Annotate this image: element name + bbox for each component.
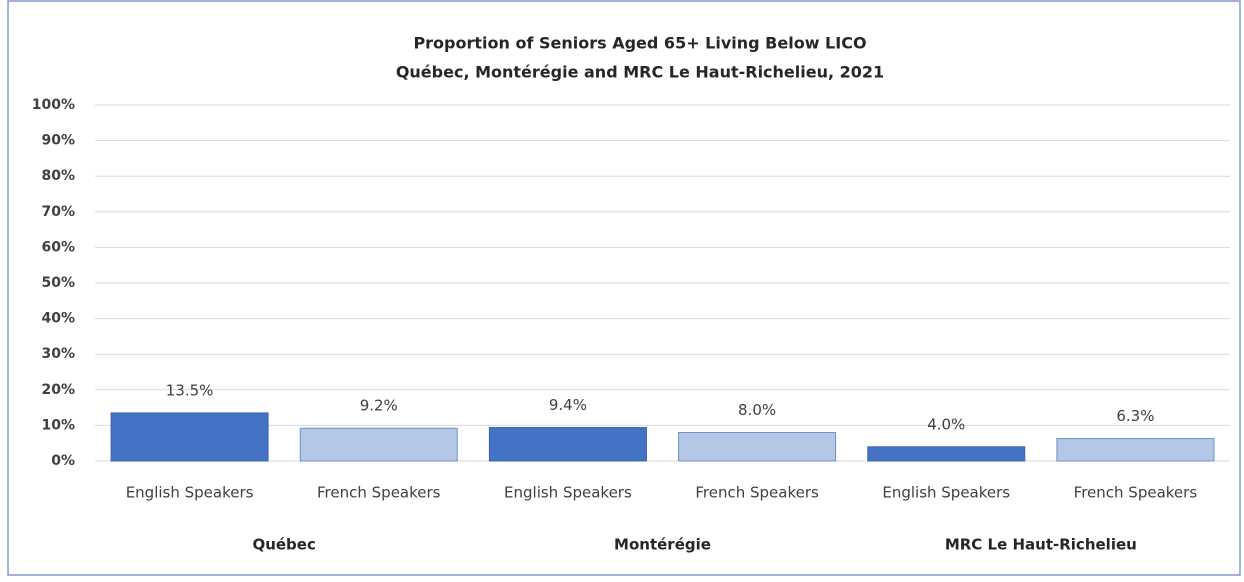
value-label: 9.2% bbox=[360, 397, 398, 415]
y-tick-label: 100% bbox=[32, 97, 75, 113]
group-label: Montérégie bbox=[614, 536, 711, 554]
y-tick-label: 80% bbox=[41, 168, 75, 184]
y-tick-label: 60% bbox=[41, 239, 75, 255]
bar bbox=[867, 446, 1026, 462]
y-tick-label: 20% bbox=[41, 382, 75, 398]
y-tick-label: 0% bbox=[51, 453, 75, 469]
y-tick-label: 30% bbox=[41, 346, 75, 362]
bar bbox=[678, 432, 837, 462]
bar bbox=[488, 427, 647, 462]
x-tick-label: English Speakers bbox=[126, 484, 254, 502]
bar bbox=[299, 427, 458, 462]
value-label: 13.5% bbox=[166, 381, 214, 399]
y-tick-label: 70% bbox=[41, 204, 75, 220]
bar bbox=[110, 412, 269, 462]
chart-title: Proportion of Seniors Aged 65+ Living Be… bbox=[413, 34, 866, 53]
x-tick-label: English Speakers bbox=[882, 484, 1010, 502]
x-tick-label: French Speakers bbox=[317, 484, 441, 502]
group-label: Québec bbox=[252, 536, 315, 554]
y-tick-label: 90% bbox=[41, 133, 75, 149]
y-tick-label: 10% bbox=[41, 417, 75, 433]
value-label: 9.4% bbox=[549, 396, 587, 414]
y-tick-label: 40% bbox=[41, 311, 75, 327]
bar bbox=[1056, 438, 1215, 462]
value-label: 8.0% bbox=[738, 401, 776, 419]
chart-subtitle: Québec, Montérégie and MRC Le Haut-Riche… bbox=[396, 63, 884, 82]
group-label: MRC Le Haut-Richelieu bbox=[945, 536, 1137, 554]
x-tick-label: French Speakers bbox=[1074, 484, 1198, 502]
y-tick-label: 50% bbox=[41, 275, 75, 291]
x-tick-label: French Speakers bbox=[695, 484, 819, 502]
x-tick-label: English Speakers bbox=[504, 484, 632, 502]
value-label: 6.3% bbox=[1116, 407, 1154, 425]
chart-border bbox=[7, 0, 1241, 576]
value-label: 4.0% bbox=[927, 415, 965, 433]
